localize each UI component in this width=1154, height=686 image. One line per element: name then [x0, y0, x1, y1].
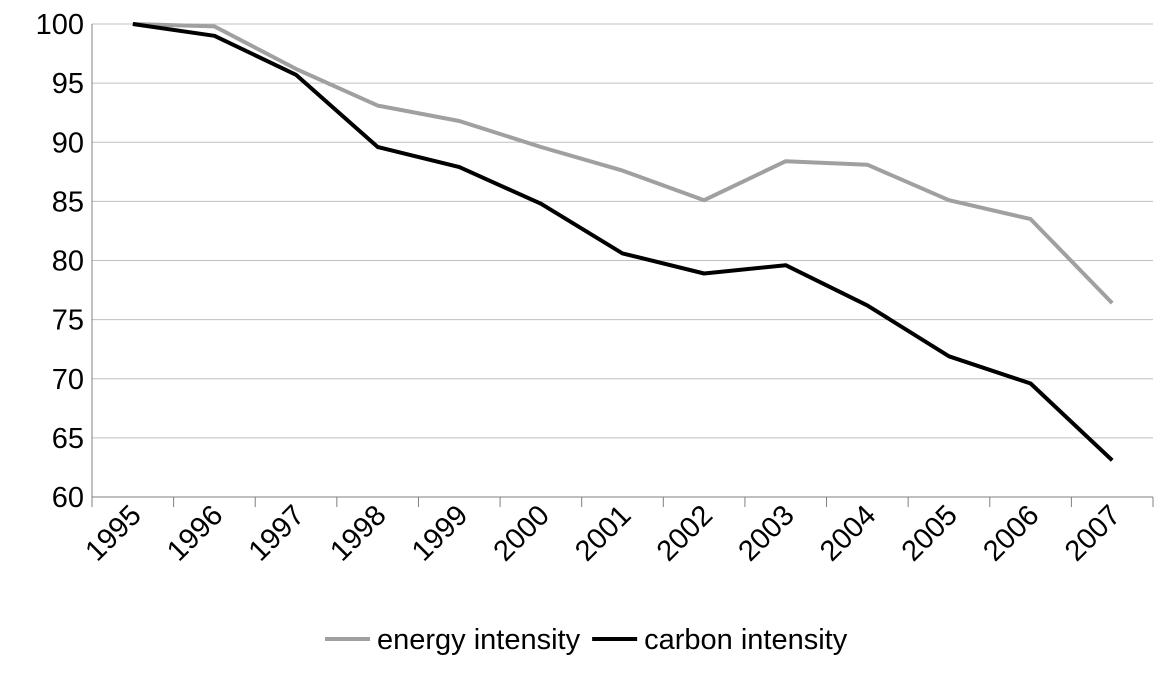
- legend-label-carbon-intensity: carbon intensity: [644, 624, 848, 656]
- x-tick-label: 1995: [80, 499, 148, 567]
- x-tick-label: 2000: [488, 499, 556, 567]
- x-tick-label: 2002: [651, 499, 719, 567]
- y-tick-label: 65: [52, 423, 84, 455]
- y-tick-label: 80: [52, 246, 84, 278]
- x-tick-label: 2005: [896, 499, 964, 567]
- y-tick-label: 60: [52, 482, 84, 514]
- x-tick-label: 2007: [1059, 499, 1127, 567]
- x-tick-label: 1998: [324, 499, 392, 567]
- y-tick-label: 90: [52, 127, 84, 159]
- x-tick-label: 2006: [977, 499, 1045, 567]
- x-tick-label: 2004: [814, 499, 882, 567]
- y-tick-label: 85: [52, 186, 84, 218]
- y-tick-label: 100: [36, 9, 84, 41]
- legend-label-energy-intensity: energy intensity: [377, 624, 581, 656]
- grid-layer: [92, 23, 1153, 439]
- x-tick-label: 2001: [569, 499, 637, 567]
- x-tick-label: 2003: [732, 499, 800, 567]
- series-line-carbon-intensity: [132, 22, 1114, 462]
- x-tick-label: 1997: [243, 499, 311, 567]
- x-tick-label: 1999: [406, 499, 474, 567]
- legend: energy intensity carbon intensity: [325, 624, 848, 656]
- series-layer: [132, 22, 1114, 462]
- x-tick-label: 1996: [161, 499, 229, 567]
- y-tick-label: 95: [52, 68, 84, 100]
- series-line-energy-intensity: [132, 22, 1114, 305]
- y-tick-label: 70: [52, 364, 84, 396]
- y-tick-label: 75: [52, 305, 84, 337]
